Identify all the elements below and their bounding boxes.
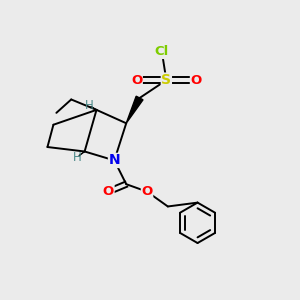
Text: N: N <box>109 153 120 167</box>
Text: O: O <box>190 74 202 87</box>
Text: S: S <box>161 73 171 87</box>
Text: Cl: Cl <box>155 45 169 58</box>
Text: O: O <box>131 74 142 87</box>
Polygon shape <box>126 96 143 123</box>
Text: O: O <box>103 185 114 198</box>
Text: H: H <box>85 99 93 112</box>
Text: O: O <box>141 185 153 198</box>
Text: H: H <box>73 151 82 164</box>
